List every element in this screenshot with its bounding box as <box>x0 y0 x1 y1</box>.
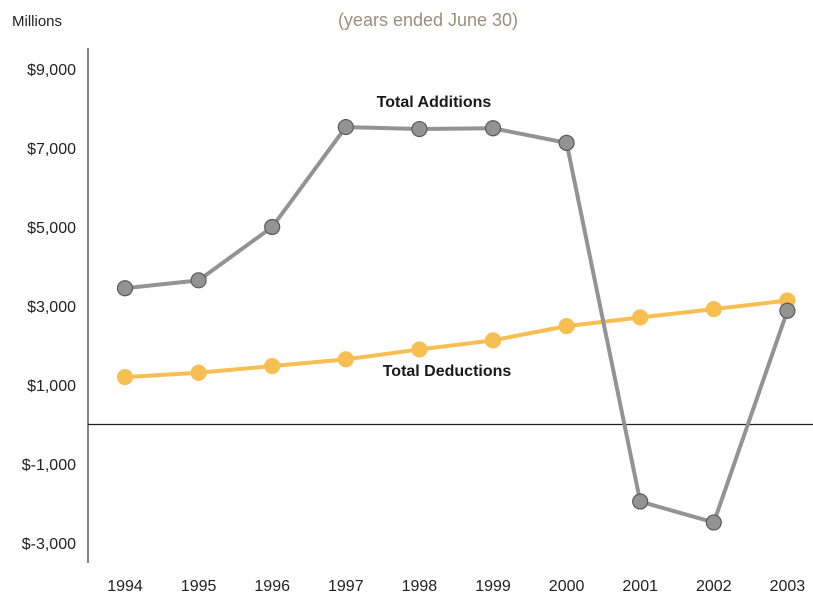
data-point-total-additions <box>705 514 722 531</box>
y-tick-label: $7,000 <box>27 141 76 158</box>
x-tick-label: 1995 <box>181 578 217 595</box>
data-point-total-deductions <box>190 364 207 381</box>
y-tick-labels: $-3,000 $-1,000 $1,000 $3,000 $5,000 $7,000 $9… <box>22 62 76 553</box>
y-tick-label: $1,000 <box>27 378 76 395</box>
series-label-total-additions: Total Additions <box>377 94 492 111</box>
x-tick-labels: 1994 1995 1996 1997 1998 1999 2000 2001 2002 2003 <box>107 578 805 595</box>
data-point-total-additions <box>779 302 796 319</box>
x-tick-label: 1994 <box>107 578 143 595</box>
x-tick-label: 1998 <box>402 578 438 595</box>
x-tick-label: 1999 <box>475 578 511 595</box>
series-line-total-deductions <box>123 298 790 380</box>
y-tick-label: $-1,000 <box>22 457 76 474</box>
data-point-total-additions <box>264 218 281 236</box>
data-point-total-deductions <box>484 332 502 349</box>
series-label-total-deductions: Total Deductions <box>383 363 512 380</box>
x-tick-label: 2001 <box>622 578 658 595</box>
x-tick-label: 2000 <box>549 578 585 595</box>
data-point-total-additions <box>337 118 354 136</box>
data-point-total-deductions <box>632 309 649 326</box>
data-point-total-deductions <box>264 357 281 375</box>
y-tick-label: $-3,000 <box>22 536 76 553</box>
data-point-total-additions <box>411 120 428 138</box>
x-tick-label: 2002 <box>696 578 732 595</box>
data-point-total-additions <box>632 493 649 510</box>
data-point-total-deductions <box>705 301 722 318</box>
data-point-total-additions <box>190 272 207 289</box>
chart-subtitle: (years ended June 30) <box>338 10 518 30</box>
data-point-total-additions <box>558 134 575 151</box>
y-tick-label: $5,000 <box>27 220 76 237</box>
data-point-total-additions <box>484 120 502 137</box>
data-point-total-deductions <box>558 318 575 335</box>
y-tick-label: $9,000 <box>27 62 76 79</box>
data-point-total-deductions <box>411 341 428 358</box>
data-point-total-additions <box>116 280 134 297</box>
series-line-total-additions <box>123 125 790 525</box>
data-point-total-deductions <box>337 351 354 368</box>
x-tick-label: 1997 <box>328 578 364 595</box>
series-layer <box>116 118 796 531</box>
y-unit-label: Millions <box>12 13 62 30</box>
x-tick-label: 1996 <box>254 578 290 595</box>
y-tick-label: $3,000 <box>27 299 76 316</box>
x-tick-label: 2003 <box>770 578 806 595</box>
data-point-total-deductions <box>116 369 134 386</box>
